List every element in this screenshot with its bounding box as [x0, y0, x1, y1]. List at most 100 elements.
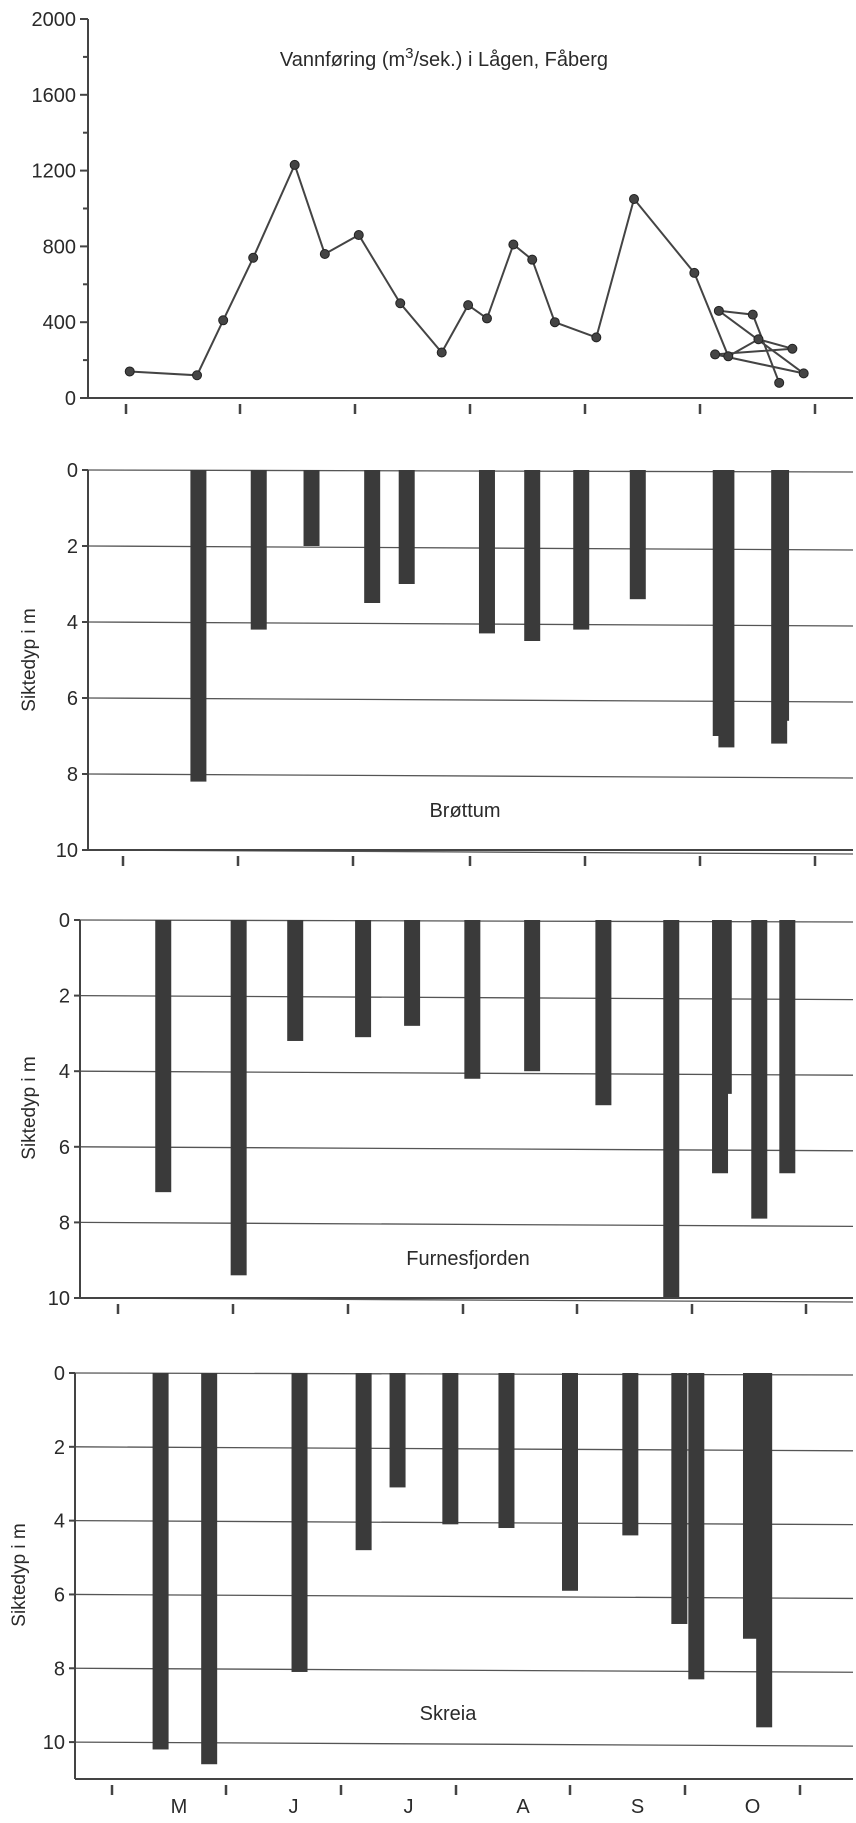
bar	[442, 1373, 459, 1525]
y-tick-label: 6	[67, 688, 78, 710]
bars	[152, 1373, 773, 1765]
bar	[595, 920, 612, 1106]
data-point	[798, 368, 809, 379]
data-point	[629, 194, 640, 205]
bar	[190, 470, 207, 782]
bar	[751, 920, 768, 1219]
y-axis-ticks: 0 2 4 6 8 10	[48, 910, 80, 1310]
bar	[524, 920, 541, 1072]
y-tick-label: 2	[59, 986, 70, 1008]
bar	[355, 920, 372, 1038]
data-point	[549, 317, 560, 328]
data-point	[710, 349, 721, 360]
data-point	[481, 313, 492, 324]
title-superscript: 3	[405, 45, 413, 62]
bar	[291, 1373, 308, 1672]
bar	[303, 470, 320, 546]
bar	[464, 920, 481, 1079]
y-tick-label: 1200	[32, 161, 77, 183]
bar	[498, 1373, 515, 1529]
bar	[524, 470, 541, 641]
x-axis-month-ticks	[124, 404, 817, 414]
y-tick-label: 4	[59, 1061, 70, 1083]
bar	[688, 1373, 705, 1680]
y-tick-label: 1600	[32, 85, 77, 107]
gridline	[79, 1146, 854, 1152]
month-label: S	[631, 1796, 644, 1818]
brottum-bar-chart: 0 2 4 6 8 10 Brøttum Siktedyp i m	[19, 460, 854, 866]
gridlines	[74, 1372, 854, 1747]
data-point	[747, 309, 758, 320]
y-tick-label: 0	[59, 910, 70, 932]
y-tick-label: 800	[43, 236, 76, 258]
bar	[779, 920, 796, 1174]
station-label: Skreia	[420, 1703, 478, 1725]
y-tick-label: 0	[67, 460, 78, 482]
data-point	[319, 248, 330, 259]
y-tick-label: 2000	[32, 9, 77, 31]
month-label: M	[171, 1796, 188, 1818]
bar	[389, 1373, 406, 1488]
bar	[742, 1373, 759, 1639]
bar	[756, 1373, 773, 1728]
gridline	[87, 773, 854, 779]
title-text: /sek.) i Lågen, Fåberg	[414, 49, 609, 71]
gridline	[74, 1446, 854, 1452]
y-tick-label: 0	[65, 388, 76, 410]
gridline	[74, 1593, 854, 1600]
data-point	[353, 230, 364, 241]
x-axis-month-ticks	[110, 1785, 802, 1795]
bar	[771, 470, 788, 744]
y-tick-label: 6	[59, 1137, 70, 1159]
data-point	[527, 254, 538, 265]
bar	[629, 470, 646, 600]
bar	[152, 1373, 169, 1750]
y-axis-ticks: 0 2 4 6 8 10	[43, 1363, 75, 1754]
bar	[562, 1373, 578, 1591]
y-axis-label: Siktedyp i m	[19, 608, 40, 711]
data-point	[192, 370, 203, 381]
discharge-series-points	[124, 159, 809, 388]
gridline	[74, 1741, 854, 1747]
y-tick-label: 10	[48, 1288, 70, 1310]
y-tick-label: 10	[56, 840, 78, 862]
y-tick-label: 400	[43, 312, 76, 334]
bar	[573, 470, 590, 630]
y-tick-label: 4	[54, 1511, 65, 1533]
bar	[355, 1373, 372, 1551]
bar	[712, 920, 729, 1174]
y-axis-label: Siktedyp i m	[19, 1056, 40, 1159]
x-axis-month-ticks	[121, 856, 817, 866]
y-tick-label: 8	[67, 764, 78, 786]
y-tick-label: 10	[43, 1732, 65, 1754]
data-point	[218, 315, 229, 326]
discharge-series-line	[129, 162, 805, 384]
bar	[201, 1373, 218, 1765]
data-point	[787, 343, 798, 354]
gridline	[74, 1667, 854, 1673]
station-label: Brøttum	[429, 800, 500, 822]
y-axis-ticks: 0 400 800 1200 1600 2000	[32, 9, 88, 410]
bars	[155, 920, 796, 1298]
station-label: Furnesfjorden	[406, 1248, 529, 1270]
bar	[230, 920, 247, 1276]
data-point	[124, 366, 135, 377]
y-tick-label: 0	[54, 1363, 65, 1385]
gridline	[74, 1519, 854, 1526]
data-point	[723, 351, 734, 362]
data-point	[508, 239, 519, 250]
data-point	[753, 334, 764, 345]
bar	[155, 920, 172, 1193]
gridline	[79, 1221, 854, 1228]
y-tick-label: 8	[54, 1658, 65, 1680]
y-tick-label: 2	[67, 536, 78, 558]
month-label: J	[289, 1796, 299, 1818]
data-point	[591, 332, 602, 343]
bar	[671, 1373, 688, 1624]
data-point	[436, 347, 447, 358]
bars	[190, 470, 790, 782]
data-point	[774, 377, 785, 388]
discharge-line-chart: 0 400 800 1200 1600 2000 Vannføring (m3/sek.)…	[32, 9, 853, 414]
month-label: J	[404, 1796, 414, 1818]
